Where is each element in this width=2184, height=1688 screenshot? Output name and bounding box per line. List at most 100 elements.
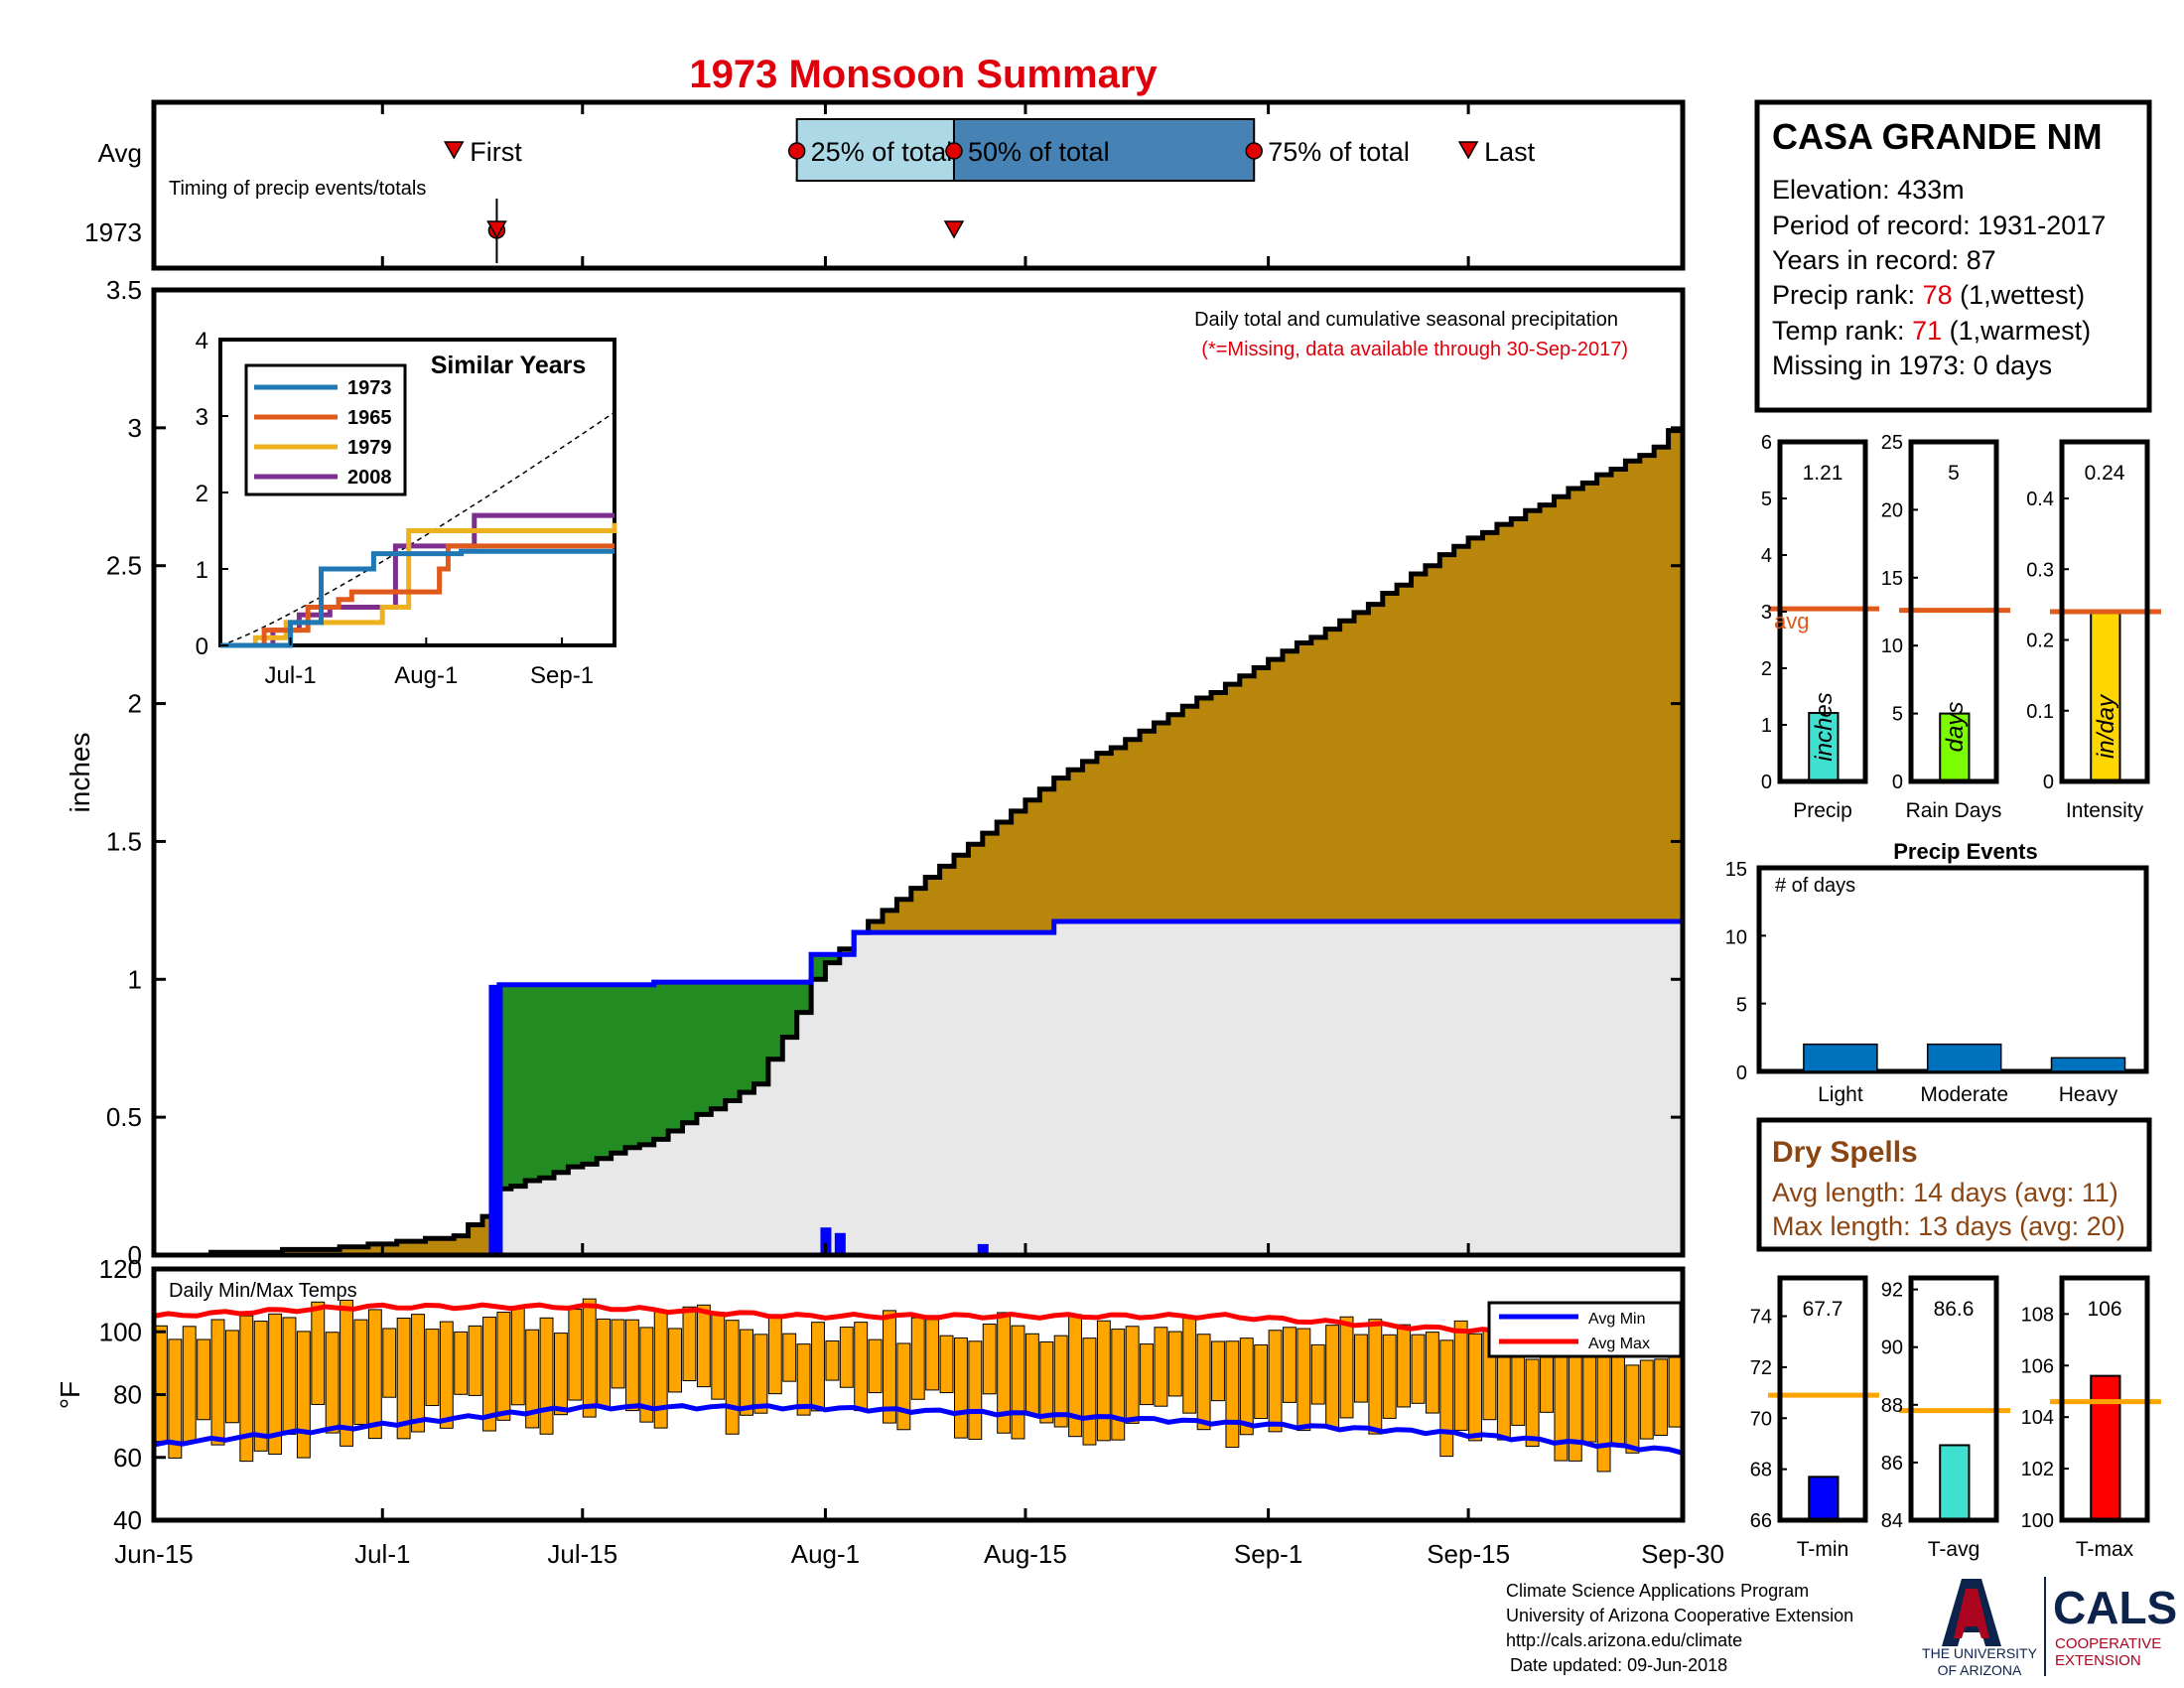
temp-bar-30 <box>582 1298 597 1418</box>
temps-ylabel: °F <box>55 1381 85 1409</box>
temp-bar-31 <box>597 1318 612 1408</box>
temps-panel: Daily Min/Max Temps °F 40 60 80 100 120 Avg … <box>55 1254 1686 1535</box>
dry-title: Dry Spells <box>1772 1136 1918 1169</box>
inset-title: Similar Years <box>431 352 587 379</box>
events-title: Precip Events <box>1893 839 2038 864</box>
events-bar-light <box>1803 1043 1878 1072</box>
cals-logo: CALS COOPERATIVE EXTENSION <box>2053 1582 2177 1669</box>
temp-bar-48 <box>839 1327 854 1388</box>
mini-tmax-bar <box>2090 1374 2121 1522</box>
temp-bar-84 <box>1353 1334 1368 1403</box>
mini-tmin-label: T-min <box>1797 1538 1849 1561</box>
footer-line1: Climate Science Applications Program <box>1506 1581 1809 1601</box>
temp-bar-53 <box>910 1317 925 1400</box>
mini-intensity-label: Intensity <box>2066 799 2144 822</box>
mini-raindays-ytick-3: 15 <box>1881 568 1903 590</box>
xtick-label-6: Sep-15 <box>1427 1539 1510 1569</box>
xtick-label-4: Aug-15 <box>984 1539 1067 1569</box>
precip-ylabel: inches <box>65 733 95 813</box>
temp-bar-13 <box>340 1299 353 1447</box>
temp-bar-68 <box>1125 1326 1140 1424</box>
events-bar-heavy <box>2050 1056 2126 1072</box>
cals-text: CALS <box>2053 1582 2177 1633</box>
xtick-label-7: Sep-30 <box>1641 1539 1724 1569</box>
temp-bar-67 <box>1111 1329 1126 1441</box>
mini-chart-tmin: 66 68 70 72 74 67.7 T-min <box>1750 1275 1879 1561</box>
temp-bar-3 <box>197 1338 211 1421</box>
ua-logo-inner <box>1954 1589 1989 1638</box>
station-missing: Missing in 1973: 0 days <box>1772 351 2052 380</box>
mini-tmax-value: 106 <box>2087 1298 2121 1321</box>
mini-tavg-ytick-2: 88 <box>1881 1395 1903 1417</box>
avg-50-marker <box>945 142 963 160</box>
mini-tmax-ytick-0: 100 <box>2021 1510 2054 1532</box>
temp-bar-34 <box>639 1327 654 1423</box>
mini-tmax-ytick-1: 102 <box>2021 1459 2054 1480</box>
temp-bar-61 <box>1024 1333 1039 1416</box>
temp-bar-72 <box>1182 1317 1197 1414</box>
xtick-label-0: Jun-15 <box>114 1539 194 1569</box>
mini-raindays-unit: days <box>1942 702 1969 753</box>
temp-bar-45 <box>796 1343 811 1416</box>
temp-bar-4 <box>210 1319 225 1446</box>
events-label-light: Light <box>1818 1083 1863 1106</box>
mini-tmax-label: T-max <box>2076 1538 2134 1561</box>
mini-raindays-value: 5 <box>1948 462 1960 485</box>
xtick-label-1: Jul-1 <box>354 1539 410 1569</box>
temp-bar-71 <box>1167 1331 1182 1397</box>
temp-bar-42 <box>753 1334 768 1414</box>
temp-bar-21 <box>454 1331 469 1395</box>
dry-spells-panel: Dry Spells Avg length: 14 days (avg: 11)… <box>1756 1117 2152 1252</box>
inset-series-1973 <box>220 548 614 648</box>
events-ytick-2: 10 <box>1725 926 1747 948</box>
temp-bar-54 <box>925 1319 940 1391</box>
temp-bar-106 <box>1668 1356 1683 1428</box>
temp-bar-38 <box>696 1304 711 1388</box>
temp-bar-101 <box>1596 1352 1611 1473</box>
mini-chart-raindays: 0 5 10 15 20 25 5 Rain Days days <box>1881 432 2010 822</box>
mini-intensity-ytick-2: 0.2 <box>2026 631 2054 652</box>
mini-raindays-ytick-1: 5 <box>1892 704 1903 726</box>
temp-bar-41 <box>740 1329 753 1416</box>
precip-ytick-5: 2.5 <box>106 551 142 581</box>
inset-legend-1: 1965 <box>347 407 392 429</box>
mini-raindays-frame <box>1908 439 1999 784</box>
temp-bar-90 <box>1439 1339 1454 1458</box>
temp-bar-40 <box>725 1320 740 1435</box>
temps-legend-box <box>1487 1301 1683 1358</box>
inset-avg-curve <box>219 411 615 646</box>
footer: Climate Science Applications Program Uni… <box>1506 1577 2177 1678</box>
temp-bar-100 <box>1582 1355 1597 1443</box>
events-bar-moderate <box>1926 1043 2002 1072</box>
mini-raindays-ytick-0: 0 <box>1892 772 1903 793</box>
mini-tmin-ytick-3: 72 <box>1750 1357 1772 1379</box>
mini-tavg-ytick-4: 92 <box>1881 1280 1903 1302</box>
temp-bar-22 <box>468 1325 482 1396</box>
temp-bar-5 <box>224 1330 239 1424</box>
precip-note: Daily total and cumulative seasonal prec… <box>1194 309 1618 331</box>
temp-bar-27 <box>539 1317 554 1435</box>
temp-bar-79 <box>1283 1327 1297 1403</box>
station-name: CASA GRANDE NM <box>1772 116 2103 157</box>
temp-bar-20 <box>439 1321 454 1429</box>
events-ylabel: # of days <box>1775 875 1855 897</box>
inset-xtick-0: Jul-1 <box>265 662 317 689</box>
temp-bar-85 <box>1368 1319 1383 1435</box>
temp-bar-8 <box>268 1313 283 1455</box>
temp-bar-28 <box>553 1333 568 1416</box>
temp-ytick-1: 60 <box>113 1443 142 1473</box>
temp-bar-2 <box>182 1326 197 1443</box>
avg-min-line <box>153 1403 1684 1456</box>
temp-bar-7 <box>253 1321 268 1452</box>
mini-tmax-ytick-3: 106 <box>2021 1355 2054 1377</box>
temp-bar-86 <box>1382 1334 1397 1419</box>
footer-line3: http://cals.arizona.edu/climate <box>1506 1630 1742 1650</box>
ua-text2: OF ARIZONA <box>1938 1662 2022 1678</box>
daily-precip-bar-1 <box>834 1232 846 1255</box>
temp-bar-25 <box>510 1306 525 1406</box>
inset-ytick-4: 4 <box>196 328 208 354</box>
temp-bar-74 <box>1211 1340 1225 1402</box>
footer-line4: Date updated: 09-Jun-2018 <box>1510 1655 1727 1675</box>
temp-bar-1 <box>168 1338 183 1459</box>
mini-intensity-frame <box>2059 439 2150 784</box>
